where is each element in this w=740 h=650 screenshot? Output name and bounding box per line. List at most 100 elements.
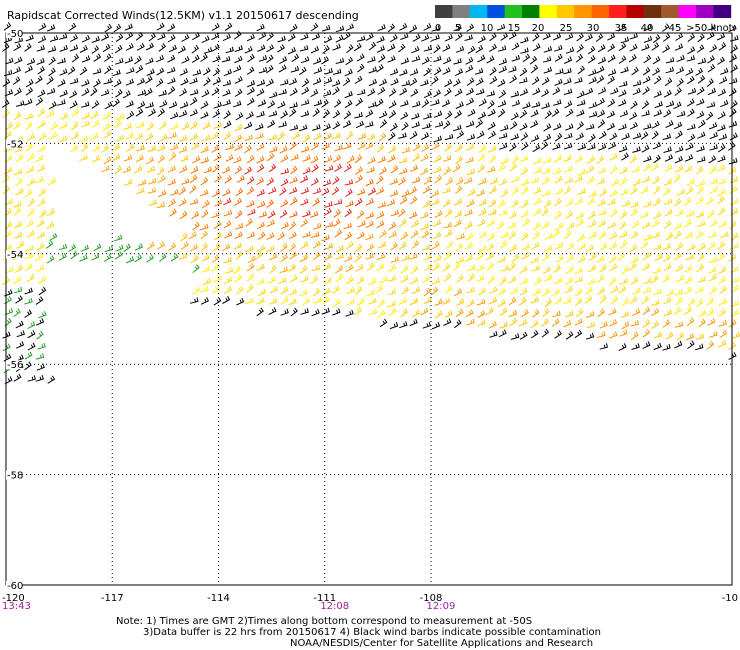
wind-barb <box>707 55 715 64</box>
wind-barb <box>225 46 234 54</box>
wind-barb <box>81 88 90 97</box>
wind-barb <box>246 176 255 185</box>
wind-barb <box>652 141 661 150</box>
wind-barb <box>4 154 13 163</box>
wind-barb <box>664 77 673 87</box>
wind-barb <box>322 287 331 296</box>
wind-barb <box>456 233 465 240</box>
wind-barb <box>554 53 563 62</box>
wind-barb <box>511 253 520 263</box>
wind-barb <box>596 75 605 84</box>
wind-barb <box>26 58 36 66</box>
wind-barb <box>663 220 672 229</box>
wind-barb <box>409 186 417 195</box>
wind-barb <box>541 207 549 217</box>
wind-barb <box>312 287 321 297</box>
wind-barb <box>111 143 121 152</box>
wind-barb <box>641 295 650 305</box>
wind-barb <box>289 251 298 260</box>
wind-barb <box>707 87 717 96</box>
wind-barb <box>38 22 47 31</box>
wind-barb <box>675 145 684 153</box>
wind-barb <box>409 68 419 76</box>
wind-barb <box>489 32 497 42</box>
wind-barb <box>665 331 674 340</box>
wind-barb <box>398 241 407 250</box>
wind-barb <box>179 88 188 97</box>
wind-barb <box>355 174 363 184</box>
wind-barb <box>265 245 275 252</box>
wind-barb <box>673 252 682 261</box>
wind-barb <box>642 75 651 84</box>
wind-barb <box>641 176 651 183</box>
wind-barb <box>365 178 374 187</box>
wind-barb <box>378 241 387 249</box>
wind-barb <box>552 288 560 297</box>
wind-barb <box>541 76 550 86</box>
wind-barb <box>533 197 542 206</box>
wind-barb <box>136 187 145 195</box>
wind-barb <box>488 320 497 329</box>
wind-barb <box>244 134 253 141</box>
wind-barb <box>632 287 641 295</box>
wind-barb <box>664 208 673 217</box>
wind-barb <box>179 101 189 109</box>
wind-barb <box>399 167 408 175</box>
wind-barb <box>375 98 384 107</box>
wind-barb <box>489 177 499 185</box>
wind-barb <box>148 199 158 206</box>
time-label: 12:08 <box>320 601 349 612</box>
wind-barb <box>344 179 354 186</box>
wind-barb <box>430 286 439 296</box>
wind-barb <box>630 276 639 286</box>
wind-barb <box>332 298 341 308</box>
wind-barb <box>520 132 529 141</box>
wind-barb <box>124 23 133 31</box>
wind-barb <box>508 65 517 73</box>
wind-barb <box>696 180 705 187</box>
wind-barb <box>541 221 550 230</box>
wind-barb <box>136 42 145 51</box>
wind-barb <box>379 110 388 119</box>
wind-barb <box>401 146 411 154</box>
wind-barb <box>26 229 35 238</box>
wind-barb <box>323 77 333 85</box>
wind-barb <box>104 101 113 110</box>
wind-barb <box>266 219 275 227</box>
wind-barb <box>125 256 135 264</box>
colorbar-swatch <box>435 5 453 18</box>
wind-barb <box>620 36 630 44</box>
wind-barb <box>442 297 451 305</box>
wind-barb <box>695 286 704 294</box>
wind-barb <box>585 332 595 340</box>
wind-barb <box>37 108 45 117</box>
wind-barb <box>575 132 584 141</box>
wind-barb <box>697 276 706 283</box>
wind-barb <box>200 156 209 164</box>
wind-barb <box>662 319 671 328</box>
wind-barb <box>716 32 726 41</box>
wind-barb <box>421 99 430 108</box>
wind-barb <box>26 274 35 283</box>
wind-barb <box>268 110 278 117</box>
wind-barb <box>246 263 255 272</box>
wind-barb <box>310 142 319 151</box>
wind-barb <box>621 132 630 140</box>
wind-barb <box>621 152 629 161</box>
wind-barb <box>674 321 684 328</box>
wind-barb <box>344 231 353 241</box>
wind-barb <box>599 294 607 304</box>
wind-barb <box>532 43 541 52</box>
wind-barb <box>146 165 156 173</box>
wind-barb <box>234 134 243 143</box>
colorbar-swatch <box>591 5 610 18</box>
wind-barb <box>412 142 421 152</box>
wind-barb <box>378 132 387 142</box>
wind-barb <box>565 310 574 318</box>
wind-barb <box>477 164 485 173</box>
wind-barb <box>619 188 629 197</box>
wind-barb <box>533 277 542 286</box>
wind-barb <box>81 55 91 63</box>
wind-barb <box>443 318 452 326</box>
wind-barb <box>376 144 385 153</box>
